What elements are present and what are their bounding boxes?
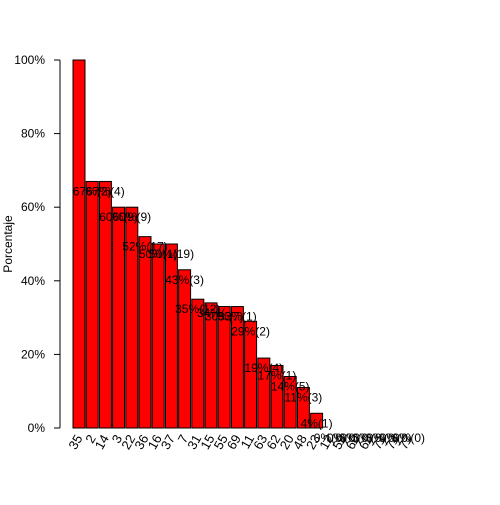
y-axis-label: Porcentaje	[1, 215, 15, 273]
bar-data-label: 0%(0)	[380, 431, 412, 445]
y-tick-label: 40%	[21, 274, 45, 288]
x-tick-label: 77	[395, 432, 415, 452]
bar-data-label: 34%(	[197, 306, 225, 320]
bar	[204, 302, 218, 429]
bar	[283, 375, 297, 429]
y-axis: 0% 20% 40% 60% 80% 100%	[14, 53, 61, 435]
bar-data-label: 52%(17)	[122, 240, 167, 254]
bar-data-label: 43%(3)	[165, 273, 204, 287]
x-tick-label: 59	[329, 432, 349, 452]
bar-data-label: 35%(12)	[175, 302, 220, 316]
bar-data-label: 17%(1)	[258, 368, 297, 382]
bar	[191, 298, 205, 429]
bar	[257, 357, 271, 429]
bar-data-label: 0%(0)	[393, 431, 425, 445]
x-tick-label: 60	[343, 432, 363, 452]
bar	[310, 412, 324, 429]
bar	[230, 306, 244, 429]
y-tick-label: 100%	[14, 53, 45, 67]
x-tick-label: 12	[316, 432, 336, 452]
bar-data-label: 50%(1)	[139, 247, 178, 261]
bar-data-label: 60%(9)	[99, 210, 138, 224]
x-tick-label: 37	[158, 432, 178, 452]
bar-data-label: 0%(0)	[340, 431, 372, 445]
bar-data-label: 14%(5)	[271, 379, 310, 393]
x-tick-label: 36	[131, 432, 151, 452]
x-tick-label: 62	[263, 432, 283, 452]
bar	[296, 387, 310, 429]
bar-data-label: 11%(3)	[285, 391, 323, 405]
y-tick-label: 60%	[21, 200, 45, 214]
x-tick-label: 11	[237, 432, 257, 451]
x-tick-label: 65	[356, 432, 376, 452]
x-tick-label: 14	[92, 432, 112, 452]
x-tick-label: 20	[277, 432, 297, 452]
bar	[164, 243, 178, 429]
bar-data-label: 4%(1)	[301, 416, 333, 430]
bar-data-label: 19%(4)	[244, 361, 283, 375]
bar-data-label: 60%(9)	[112, 210, 151, 224]
bar-data-label: 29%(2)	[231, 324, 270, 338]
x-tick-label: 15	[197, 432, 217, 452]
bar-data-label: 50%(19)	[149, 247, 194, 261]
x-tick-label: 71	[369, 432, 389, 452]
bar-data-label: 0%(0)	[353, 431, 385, 445]
bar	[244, 320, 258, 429]
bar	[138, 236, 152, 429]
bar	[112, 206, 126, 429]
bar	[151, 243, 165, 429]
y-tick-label: 20%	[21, 347, 45, 361]
bar	[217, 306, 231, 429]
x-tick-label: 23	[303, 432, 323, 452]
x-tick-labels: 3521432236163773115556911636220482312596…	[65, 432, 415, 452]
bar	[72, 59, 86, 429]
x-tick-label: 74	[382, 432, 402, 452]
y-tick-label: 0%	[28, 421, 46, 435]
x-tick-label: 48	[290, 432, 310, 452]
bars	[72, 59, 324, 429]
x-tick-label: 63	[250, 432, 270, 452]
bar-data-label: 0%(0)	[327, 431, 359, 445]
x-tick-label: 31	[184, 432, 204, 452]
x-tick-label: 35	[65, 432, 85, 452]
bar-data-label: 67%(2)	[73, 184, 112, 198]
x-tick-label: 16	[145, 432, 165, 452]
bar	[85, 180, 99, 429]
x-tick-label: 69	[224, 432, 244, 452]
y-tick-label: 80%	[21, 127, 45, 141]
bar-data-label: 0%(0)	[314, 431, 346, 445]
bar	[125, 206, 139, 429]
bar	[178, 269, 192, 429]
data-labels: 67%(2)67%(4) 60%(9)60%(9) 52%(17)50%(1)50%…	[73, 184, 425, 445]
x-tick-label: 55	[211, 432, 231, 452]
bar-data-label: 33%(1)	[218, 310, 257, 324]
bar	[270, 364, 284, 429]
x-tick-label: 22	[118, 432, 138, 452]
bar-data-label: 0%(0)	[367, 431, 399, 445]
bar	[98, 180, 112, 429]
bar-data-label: 30%(7)	[205, 310, 244, 324]
bar-data-label: 67%(4)	[86, 184, 125, 198]
